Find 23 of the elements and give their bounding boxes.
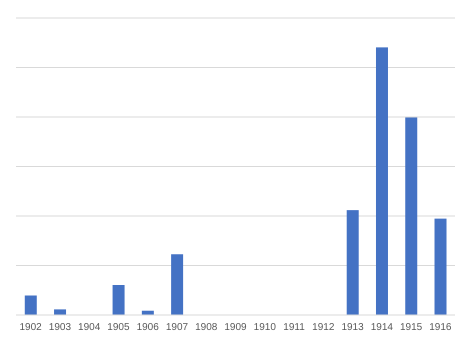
x-tick-label: 1915 — [400, 322, 423, 334]
bar — [142, 310, 154, 315]
bar — [171, 254, 184, 315]
x-tick-label: 1914 — [370, 322, 394, 334]
bar — [112, 285, 125, 315]
bar — [346, 210, 359, 315]
bar — [405, 118, 418, 315]
x-tick-label: 1916 — [429, 322, 452, 334]
x-tick-label: 1905 — [107, 322, 130, 334]
x-tick-label: 1910 — [254, 322, 276, 334]
bar — [24, 295, 37, 315]
bar — [376, 47, 388, 315]
x-tick-label: 1911 — [283, 322, 306, 334]
x-tick-label: 1912 — [312, 322, 335, 334]
x-tick-label: 1902 — [20, 322, 42, 334]
x-tick-label: 1904 — [78, 322, 101, 334]
x-tick-label: 1907 — [166, 322, 189, 334]
x-tick-label: 1903 — [48, 322, 72, 334]
x-tick-label: 1906 — [136, 322, 160, 334]
bar — [434, 218, 447, 315]
x-tick-label: 1909 — [224, 322, 248, 334]
x-tick-label: 1913 — [341, 322, 364, 334]
x-tick-label: 1908 — [195, 322, 218, 334]
